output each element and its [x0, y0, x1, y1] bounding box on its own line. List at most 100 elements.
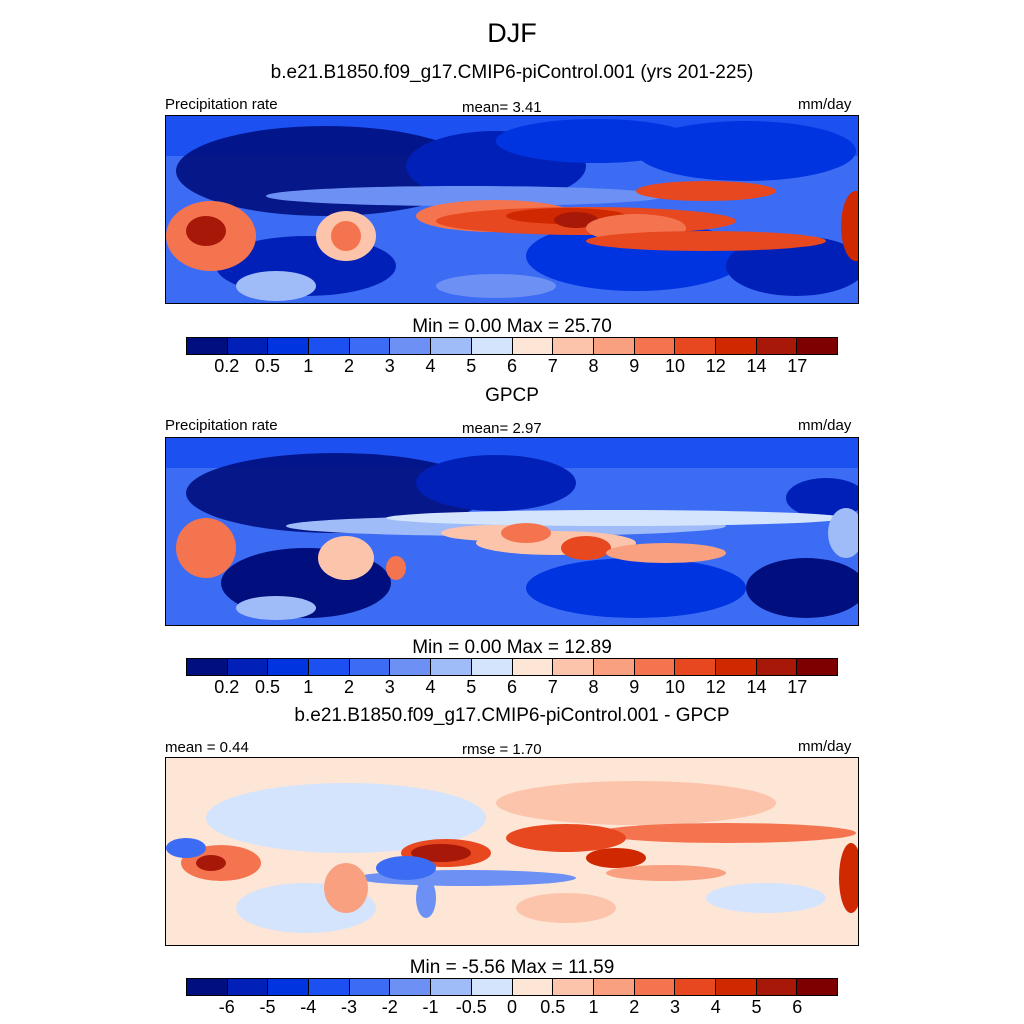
- colorbar-swatch: [431, 979, 472, 995]
- panel3-tick: -1: [422, 997, 439, 1017]
- panel2-left-label: Precipitation rate: [165, 417, 278, 434]
- panel3-tick: 0.5: [540, 997, 566, 1017]
- colorbar-swatch: [309, 338, 350, 354]
- colorbar-swatch: [593, 338, 635, 354]
- panel1-minmax: Min = 0.00 Max = 25.70: [412, 316, 612, 337]
- colorbar-swatch: [756, 338, 798, 354]
- panel1-left-label: Precipitation rate: [165, 96, 278, 113]
- panel2-tick: 12: [705, 677, 726, 697]
- colorbar-swatch: [227, 338, 269, 354]
- panel3-mean-label: mean = 0.44: [165, 739, 249, 756]
- colorbar-swatch: [593, 659, 635, 675]
- colorbar-swatch: [471, 659, 513, 675]
- panel3-tick: 1: [588, 997, 599, 1017]
- panel2-precip-map: [165, 437, 859, 626]
- colorbar-swatch: [553, 979, 594, 995]
- colorbar-swatch: [797, 338, 837, 354]
- panel1-tick: 4: [425, 356, 436, 376]
- colorbar-swatch: [553, 659, 594, 675]
- colorbar-swatch: [634, 659, 676, 675]
- colorbar-swatch: [349, 338, 391, 354]
- panel2-mean-label: mean= 2.97: [462, 420, 542, 437]
- panel2-tick: 7: [547, 677, 558, 697]
- panel1-tick: 2: [343, 356, 355, 376]
- colorbar-swatch: [715, 338, 757, 354]
- colorbar-swatch: [268, 979, 310, 995]
- panel1-colorbar-ticks: 0.2 0.5 1 2 3 4 5 6 7 8 9 10 12 14 17: [186, 356, 838, 380]
- panel3-colorbar: [186, 978, 838, 996]
- panel2-colorbar: [186, 658, 838, 676]
- colorbar-swatch: [268, 338, 310, 354]
- panel2-tick: 14: [746, 677, 767, 697]
- panel3-tick: 5: [751, 997, 762, 1017]
- colorbar-swatch: [715, 659, 757, 675]
- panel3-tick: 4: [710, 997, 721, 1017]
- panel3-minmax: Min = -5.56 Max = 11.59: [409, 957, 615, 978]
- panel1-tick: 12: [705, 356, 726, 376]
- panel1-tick: 10: [664, 356, 686, 376]
- colorbar-swatch: [797, 659, 837, 675]
- panel3-tick: -3: [340, 997, 358, 1017]
- panel3-subtitle: b.e21.B1850.f09_g17.CMIP6-piControl.001 …: [294, 705, 730, 726]
- panel2-tick: 5: [466, 677, 477, 697]
- panel2-subtitle: GPCP: [485, 385, 539, 406]
- panel1-tick: 7: [547, 356, 558, 376]
- panel1-tick: 8: [588, 356, 599, 376]
- colorbar-swatch: [187, 338, 228, 354]
- panel1-subtitle: b.e21.B1850.f09_g17.CMIP6-piControl.001 …: [270, 62, 754, 83]
- colorbar-swatch: [512, 659, 554, 675]
- panel1-tick: 17: [787, 356, 808, 376]
- panel3-rmse-label: rmse = 1.70: [462, 741, 542, 758]
- panel2-tick: 0.2: [214, 677, 240, 697]
- colorbar-swatch: [675, 659, 716, 675]
- panel2-tick: 1: [303, 677, 314, 697]
- panel3-units-label: mm/day: [798, 738, 852, 755]
- colorbar-swatch: [756, 979, 798, 995]
- panel1-precip-map: [165, 115, 859, 304]
- panel1-tick: 1: [303, 356, 314, 376]
- panel1-tick: 14: [746, 356, 767, 376]
- panel2-tick: 3: [384, 677, 395, 697]
- figure-title: DJF: [487, 18, 537, 48]
- panel3-difference-map: [165, 757, 859, 946]
- panel1-tick: 0.5: [254, 356, 281, 376]
- colorbar-swatch: [797, 979, 837, 995]
- colorbar-swatch: [756, 659, 798, 675]
- colorbar-swatch: [634, 979, 676, 995]
- panel1-mean-label: mean= 3.41: [462, 99, 542, 116]
- panel3-tick: 3: [669, 997, 681, 1017]
- panel3-colorbar-ticks: -6 -5 -4 -3 -2 -1 -0.5 0 0.5 1 2 3 4 5 6: [186, 997, 838, 1021]
- colorbar-swatch: [715, 979, 757, 995]
- colorbar-swatch: [431, 659, 472, 675]
- panel3-tick: -6: [218, 997, 235, 1017]
- colorbar-swatch: [227, 979, 269, 995]
- panel2-units-label: mm/day: [798, 417, 852, 434]
- colorbar-swatch: [187, 979, 228, 995]
- colorbar-swatch: [187, 659, 228, 675]
- colorbar-swatch: [390, 338, 432, 354]
- colorbar-swatch: [431, 338, 472, 354]
- colorbar-swatch: [675, 979, 716, 995]
- panel3-tick: -5: [259, 997, 276, 1017]
- panel2-tick: 4: [425, 677, 436, 697]
- panel1-tick: 6: [506, 356, 518, 376]
- colorbar-swatch: [512, 338, 554, 354]
- colorbar-swatch: [593, 979, 635, 995]
- colorbar-swatch: [268, 659, 310, 675]
- panel1-tick: 5: [466, 356, 477, 376]
- colorbar-swatch: [309, 979, 350, 995]
- panel1-tick: 9: [629, 356, 640, 376]
- panel2-tick: 0.5: [254, 677, 281, 697]
- panel2-colorbar-ticks: 0.2 0.5 1 2 3 4 5 6 7 8 9 10 12 14 17: [186, 677, 838, 701]
- panel2-tick: 9: [629, 677, 640, 697]
- panel1-tick: 0.2: [214, 356, 240, 376]
- colorbar-swatch: [349, 659, 391, 675]
- colorbar-swatch: [553, 338, 594, 354]
- panel1-colorbar: [186, 337, 838, 355]
- panel2-tick: 17: [787, 677, 808, 697]
- panel2-tick: 2: [343, 677, 355, 697]
- colorbar-swatch: [471, 979, 513, 995]
- panel3-tick: -0.5: [455, 997, 487, 1017]
- colorbar-swatch: [390, 979, 432, 995]
- colorbar-swatch: [471, 338, 513, 354]
